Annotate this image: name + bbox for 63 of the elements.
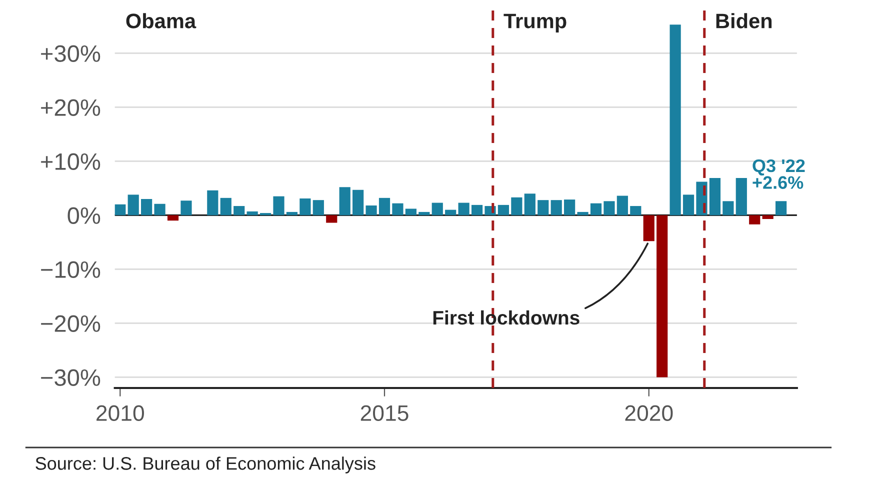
bar xyxy=(128,194,139,216)
bar xyxy=(246,211,258,216)
bar xyxy=(300,198,311,216)
y-tick-label: −30% xyxy=(41,369,100,386)
bar xyxy=(776,201,787,216)
bar xyxy=(286,212,298,216)
bar xyxy=(643,215,654,242)
bar xyxy=(180,200,192,216)
annotation: First lockdowns xyxy=(433,310,580,325)
bar xyxy=(141,199,152,216)
annotation: Obama xyxy=(126,13,196,28)
y-tick-label: +30% xyxy=(41,45,100,62)
bar xyxy=(378,198,390,216)
bar xyxy=(207,190,218,216)
bar xyxy=(630,206,642,216)
bar xyxy=(709,178,721,216)
bar xyxy=(339,187,350,216)
bar xyxy=(471,204,483,216)
bar xyxy=(590,203,602,216)
bar xyxy=(114,204,126,216)
bar xyxy=(220,198,232,216)
bar xyxy=(405,208,416,216)
bar xyxy=(445,210,456,216)
bar xyxy=(550,200,562,216)
bar xyxy=(749,215,760,224)
bar xyxy=(616,196,628,216)
bar xyxy=(656,215,668,378)
bar xyxy=(432,202,443,216)
bar xyxy=(762,215,774,219)
bar xyxy=(392,203,404,216)
bar xyxy=(682,194,694,216)
bar xyxy=(577,212,588,216)
bar xyxy=(326,215,338,223)
source-note: Source: U.S. Bureau of Economic Analysis xyxy=(36,456,376,474)
bar xyxy=(154,204,166,216)
ref-line-label: Biden xyxy=(716,13,772,28)
x-tick-label: 2010 xyxy=(96,405,144,421)
y-tick-label: −10% xyxy=(41,261,100,278)
bar xyxy=(167,215,179,221)
bar xyxy=(352,190,364,216)
bar xyxy=(722,201,734,216)
bar xyxy=(312,200,324,216)
bar xyxy=(366,205,377,216)
x-tick-label: 2020 xyxy=(625,405,673,421)
y-tick-label: +20% xyxy=(41,99,100,116)
bar xyxy=(564,200,576,216)
y-tick-label: −20% xyxy=(41,315,100,332)
bar xyxy=(604,201,615,216)
bar xyxy=(670,24,681,216)
bar xyxy=(418,212,430,216)
bar xyxy=(524,194,536,216)
bar xyxy=(736,178,747,216)
bar xyxy=(498,204,510,216)
bar xyxy=(458,202,470,216)
x-tick-label: 2015 xyxy=(360,405,408,421)
bar xyxy=(234,206,245,216)
bar xyxy=(273,196,284,216)
bar xyxy=(511,197,522,216)
y-tick-label: 0% xyxy=(68,207,100,224)
bar xyxy=(538,200,549,216)
y-tick-label: +10% xyxy=(41,153,100,170)
ref-line-label: Trump xyxy=(504,14,566,32)
annotation: Q3 '22 +2.6% xyxy=(752,159,805,189)
